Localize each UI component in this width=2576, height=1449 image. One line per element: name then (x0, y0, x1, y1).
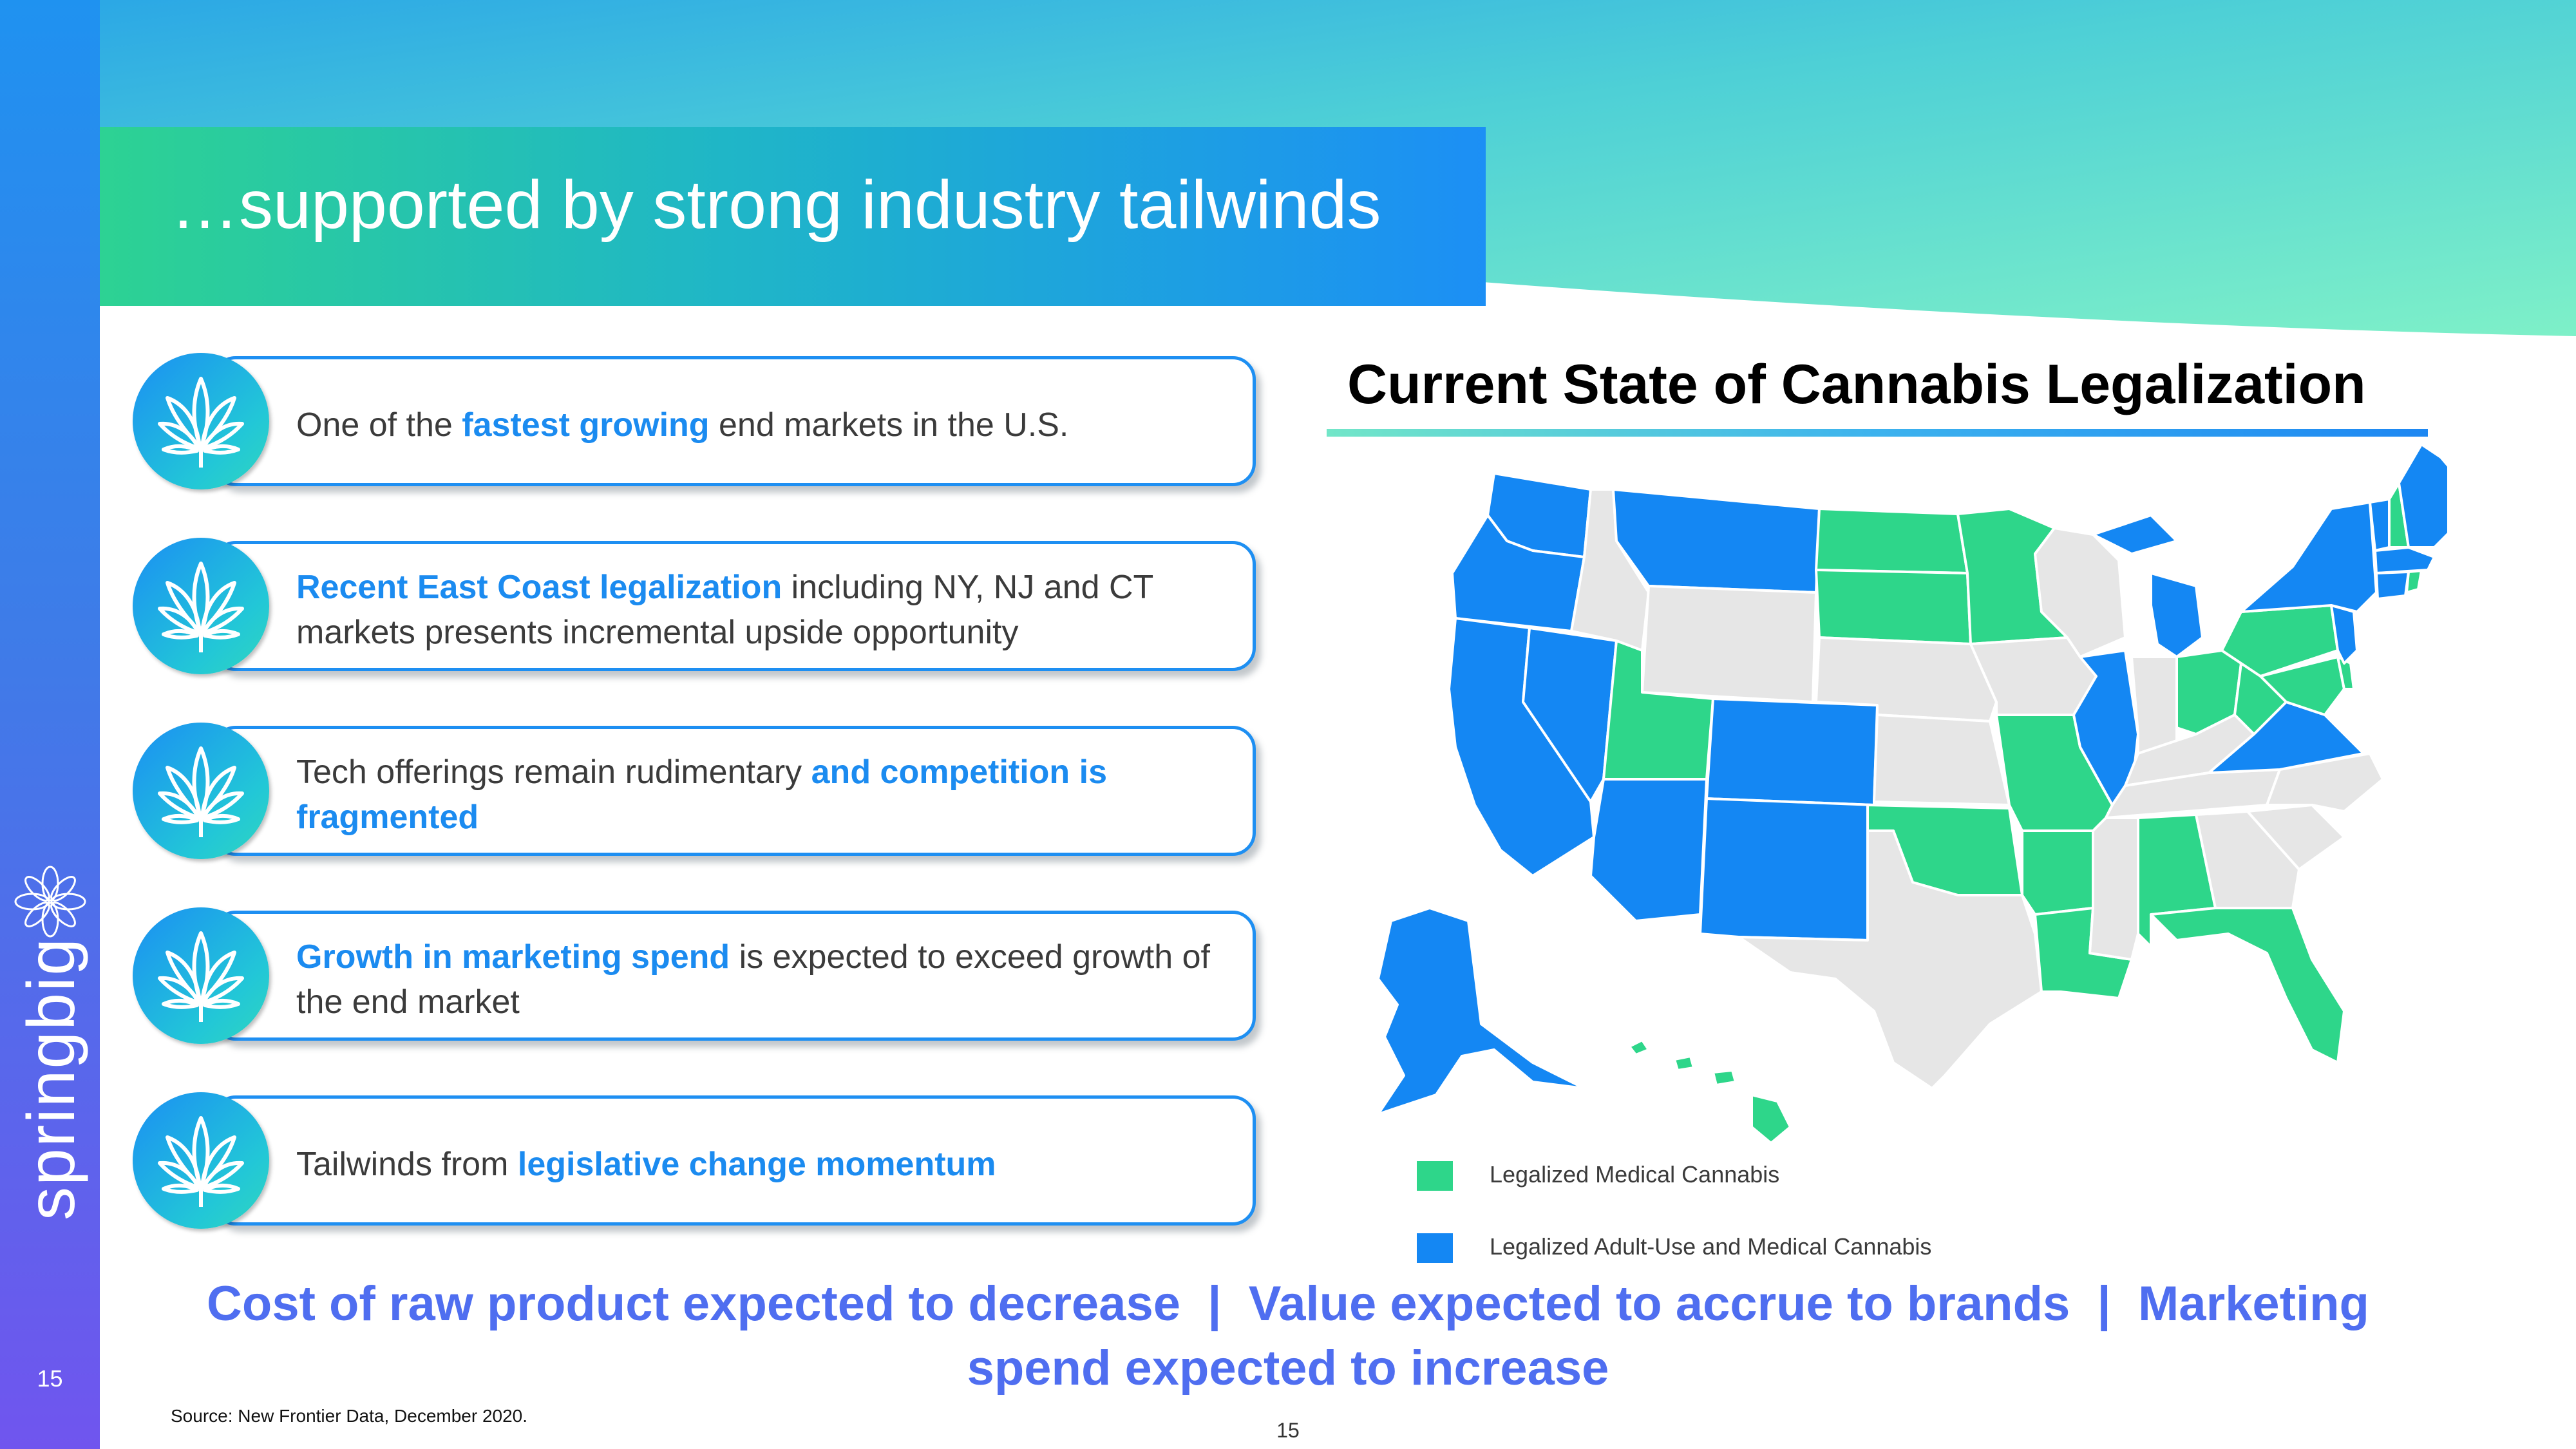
tailwind-card-2 (213, 541, 1256, 671)
cannabis-leaf-icon (158, 931, 244, 1022)
state-wyoming (1641, 585, 1817, 703)
title-bar (100, 127, 1486, 306)
state-hawaii-4 (1750, 1094, 1792, 1144)
slide-title: …supported by strong industry tailwinds (171, 167, 1381, 243)
state-mississippi (2088, 817, 2139, 961)
left-sidebar: springbig 15 (0, 0, 100, 1449)
sidebar-page-number: 15 (37, 1365, 63, 1392)
tailwind-card-5 (213, 1095, 1256, 1226)
cannabis-leaf-badge-3 (133, 723, 269, 859)
tailwind-card-2-text: Recent East Coast legalization including… (296, 569, 1153, 651)
logo-flower-icon (14, 866, 86, 938)
state-connecticut (2375, 571, 2410, 600)
cannabis-leaf-icon (158, 562, 244, 652)
state-arkansas (2021, 829, 2101, 916)
map-title: Current State of Cannabis Legalization (1347, 354, 2366, 415)
state-rhode-island (2405, 569, 2423, 594)
cannabis-leaf-badge-4 (133, 907, 269, 1044)
summary-line-2: spend expected to increase (967, 1341, 1609, 1396)
tailwind-card-5-text: Tailwinds from legislative change moment… (296, 1146, 996, 1183)
state-arizona (1589, 778, 1708, 922)
tailwind-card-1-text: One of the fastest growing end markets i… (296, 406, 1069, 444)
state-new-jersey (2330, 604, 2358, 665)
state-kansas (1873, 714, 2011, 806)
cannabis-leaf-badge-5 (133, 1092, 269, 1229)
state-colorado (1705, 697, 1879, 806)
state-maine (2398, 444, 2447, 549)
state-south-dakota (1815, 569, 1972, 645)
cannabis-leaf-badge-1 (133, 353, 269, 489)
state-north-dakota (1815, 507, 1969, 574)
state-texas (1738, 829, 2043, 1090)
state-alaska (1377, 907, 1586, 1115)
state-new-york (2240, 501, 2378, 613)
state-michigan-upper (2092, 514, 2178, 555)
state-montana (1612, 488, 1821, 594)
state-new-mexico (1699, 797, 1875, 942)
brand-wordmark: springbig (14, 936, 89, 1220)
state-hawaii-2 (1673, 1055, 1695, 1072)
cannabis-leaf-icon (158, 377, 244, 468)
legend-label-adult-use: Legalized Adult-Use and Medical Cannabis (1490, 1233, 1932, 1260)
legend-swatch-adult-use (1417, 1233, 1453, 1263)
source-note: Source: New Frontier Data, December 2020… (171, 1406, 528, 1426)
state-florida (2150, 907, 2345, 1064)
cannabis-leaf-badge-2 (133, 538, 269, 674)
state-indiana (2130, 656, 2178, 755)
tailwind-card-1 (213, 356, 1256, 486)
page-number: 15 (1276, 1419, 1300, 1442)
state-hawaii-3 (1712, 1069, 1737, 1086)
state-georgia (2195, 810, 2300, 909)
legend-label-medical: Legalized Medical Cannabis (1490, 1161, 1780, 1188)
summary-line-1: Cost of raw product expected to decrease… (207, 1276, 2369, 1331)
tailwind-card-3-text: Tech offerings remain rudimentary and co… (296, 753, 1108, 836)
state-south-carolina (2246, 804, 2345, 871)
legend-swatch-medical (1417, 1161, 1453, 1191)
cannabis-leaf-icon (158, 746, 244, 837)
cannabis-leaf-icon (158, 1116, 244, 1207)
state-michigan (2150, 572, 2204, 658)
tailwind-card-4-text: Growth in marketing spend is expected to… (296, 938, 1210, 1021)
map-title-underline (1327, 429, 2428, 437)
state-hawaii-1 (1628, 1039, 1650, 1056)
state-maryland (2259, 656, 2345, 716)
us-legalization-map (1377, 444, 2447, 1144)
state-massachusetts (2374, 546, 2436, 574)
